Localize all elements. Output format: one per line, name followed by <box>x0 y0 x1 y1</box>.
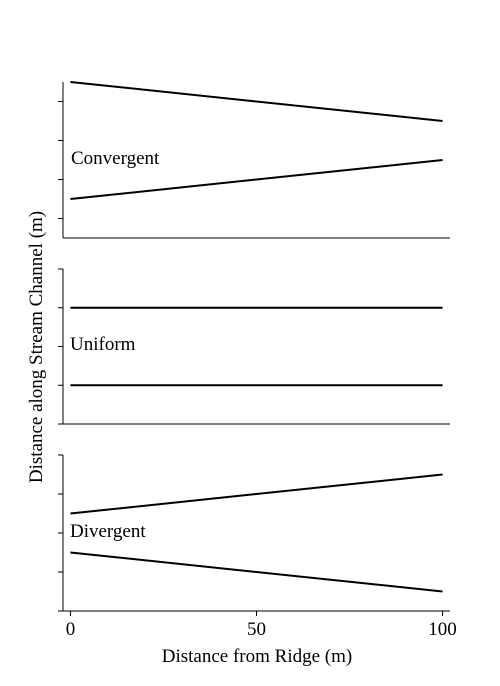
panel-3: Divergent <box>58 454 450 612</box>
x-tick-label: 100 <box>428 619 457 640</box>
panel-2: Uniform <box>58 268 450 425</box>
y-axis-label: Distance along Stream Channel (m) <box>26 211 47 483</box>
series-line-1 <box>70 473 443 515</box>
panels: Convergent Uniform Divergent <box>58 81 450 612</box>
panel-label: Divergent <box>70 521 146 542</box>
x-axis-label: Distance from Ridge (m) <box>162 646 352 667</box>
x-tick-label: 50 <box>247 619 266 640</box>
panel-label: Uniform <box>70 334 136 355</box>
series-line-2 <box>70 551 443 593</box>
series-line-1 <box>70 81 443 122</box>
series-line-2 <box>70 159 443 200</box>
x-axis: 0 50 100 <box>66 611 457 640</box>
panel-1: Convergent <box>58 81 450 239</box>
x-tick-label: 0 <box>66 619 76 640</box>
panel-label: Convergent <box>71 148 160 169</box>
